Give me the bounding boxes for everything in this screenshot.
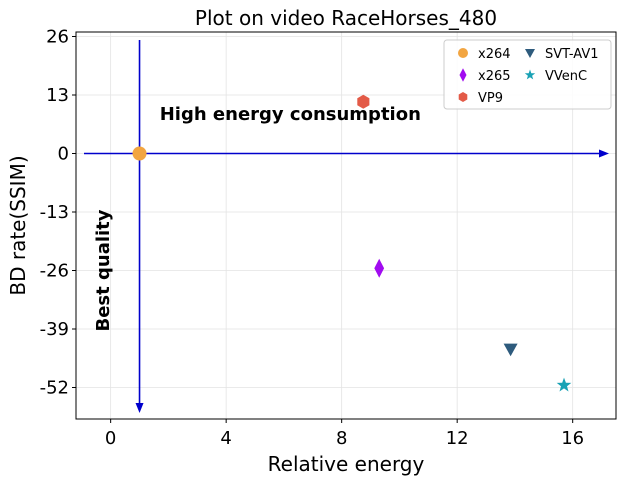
y-tick-label: -26 [40, 261, 69, 282]
y-axis-label: BD rate(SSIM) [6, 155, 30, 295]
legend-label-vvenc: VVenC [545, 69, 587, 84]
y-tick-label: -39 [40, 319, 69, 340]
y-tick-label: -13 [40, 202, 69, 223]
annotation-best-quality: Best quality [93, 209, 114, 331]
x-tick-label: 8 [336, 428, 347, 449]
data-point-x264 [132, 146, 147, 161]
legend-label-x265: x265 [478, 69, 511, 84]
plot-frame [75, 31, 617, 420]
chart-title: Plot on video RaceHorses_480 [195, 6, 497, 30]
legend-marker-x265 [459, 68, 467, 82]
x-tick-label: 4 [220, 428, 231, 449]
axis-ticks: 0 4 8 12 16 26 13 0 -13 -26 -39 -52 [40, 27, 585, 450]
horizontal-arrowhead [599, 149, 609, 158]
x-axis-label: Relative energy [268, 452, 425, 476]
data-point-x265 [374, 258, 385, 278]
legend-marker-vvenc [524, 69, 536, 80]
legend-label-x264: x264 [478, 47, 511, 62]
y-tick-label: 13 [46, 85, 69, 106]
y-tick-label: 0 [58, 144, 69, 165]
legend-label-svt-av1: SVT-AV1 [545, 47, 599, 62]
annotation-high-energy: High energy consumption [160, 104, 421, 125]
x-tick-label: 12 [446, 428, 469, 449]
vertical-arrowhead [135, 403, 144, 413]
data-points [132, 94, 572, 392]
y-tick-label: 26 [46, 27, 69, 48]
x-tick-label: 0 [105, 428, 116, 449]
grid [76, 32, 616, 419]
legend-marker-x264 [458, 48, 468, 58]
reference-arrows [84, 40, 609, 413]
annotations: High energy consumption Best quality [93, 104, 421, 332]
data-point-vp9 [357, 94, 370, 109]
legend-marker-svt-av1 [525, 49, 535, 58]
y-tick-label: -52 [40, 378, 69, 399]
legend: x264 x265 VP9 SVT-AV1 VVenC [443, 39, 612, 110]
legend-marker-vp9 [458, 92, 468, 102]
x-tick-label: 16 [561, 428, 584, 449]
legend-label-vp9: VP9 [478, 91, 503, 106]
data-point-vvenc [556, 377, 572, 392]
data-point-svt-av1 [503, 343, 518, 357]
